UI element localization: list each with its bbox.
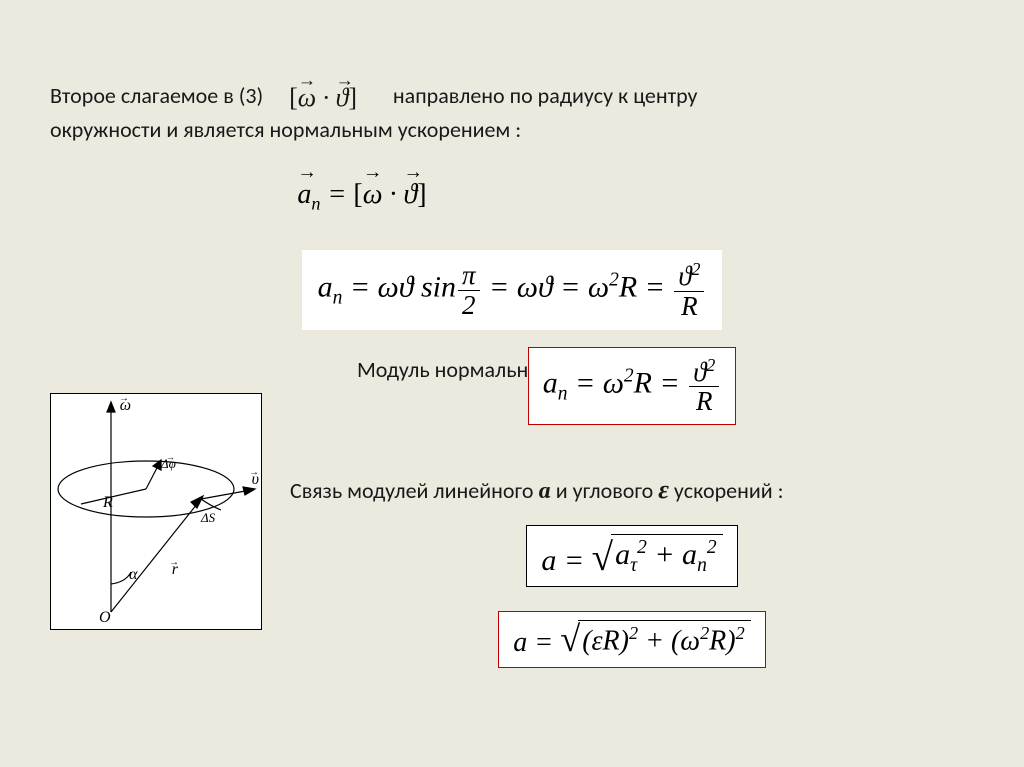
formula-an-vector: an = [ω · ϑ]: [283, 171, 440, 223]
intro-paragraph: Второе слагаемое в (3) [ω · ϑ] направлен…: [50, 80, 974, 145]
link-var-eps: ε: [658, 475, 669, 505]
inline-formula-bracket: [ω · ϑ]: [283, 80, 363, 115]
formula-an-vector-row: an = [ω · ϑ]: [0, 171, 974, 223]
formula-a-total1-row: a = √aτ2 + an2: [290, 525, 974, 587]
formula-an-chain-row: an = ωϑ sinπ2 = ωϑ = ω2R = ϑ2R: [50, 250, 974, 330]
formula-a-total2: a = √(εR)2 + (ω2R)2: [498, 611, 765, 668]
rotation-diagram: ω→ Δφ→ R υ→ ΔS α r→ O: [50, 393, 262, 630]
diagram-container: ω→ Δφ→ R υ→ ΔS α r→ O: [50, 393, 260, 635]
intro-line1-part2: направлено по радиусу к центру: [393, 82, 698, 109]
slide-content: Второе слагаемое в (3) [ω · ϑ] направлен…: [0, 0, 1024, 686]
link-part3: ускорений :: [669, 477, 784, 504]
lower-layout: ω→ Δφ→ R υ→ ΔS α r→ O an = ω2R = ϑ2R Свя…: [50, 393, 974, 686]
link-text: Связь модулей линейного a и углового ε у…: [290, 475, 974, 505]
intro-line2: окружности и является нормальным ускорен…: [50, 116, 521, 143]
formula-a-total2-row: a = √(εR)2 + (ω2R)2: [290, 611, 974, 668]
formula-an-mod: an = ω2R = ϑ2R: [528, 347, 737, 425]
diag-label-omega: ω→: [119, 393, 131, 414]
diag-label-R: R: [102, 494, 113, 511]
link-part2: и углового: [551, 477, 658, 504]
right-column: an = ω2R = ϑ2R Связь модулей линейного a…: [290, 393, 974, 686]
diag-label-dS: ΔS: [200, 510, 216, 525]
link-part1: Связь модулей линейного: [290, 477, 538, 504]
diag-label-O: O: [99, 609, 111, 626]
formula-an-mod-row: an = ω2R = ϑ2R: [290, 347, 974, 425]
intro-line1-part1: Второе слагаемое в (3): [50, 82, 263, 109]
diag-label-alpha: α: [129, 566, 138, 583]
formula-a-total1: a = √aτ2 + an2: [526, 525, 737, 587]
link-var-a: a: [538, 478, 550, 504]
formula-an-chain: an = ωϑ sinπ2 = ωϑ = ω2R = ϑ2R: [302, 250, 723, 330]
